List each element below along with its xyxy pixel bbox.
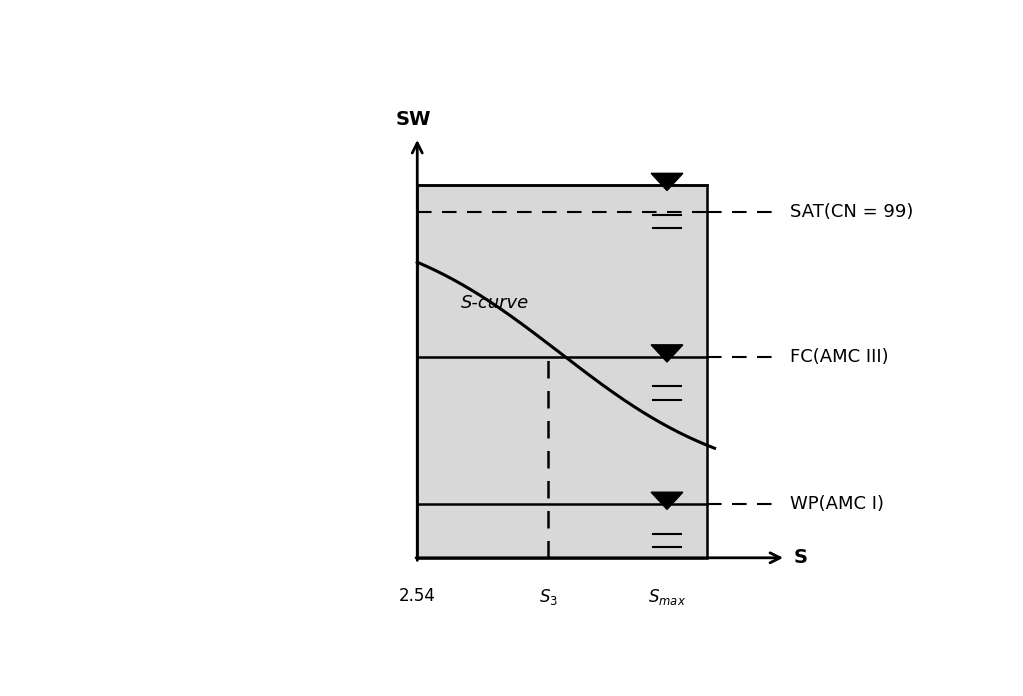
Text: S-curve: S-curve: [460, 294, 529, 313]
Text: FC(AMC III): FC(AMC III): [790, 348, 889, 366]
Text: SAT(CN = 99): SAT(CN = 99): [790, 203, 914, 221]
Polygon shape: [651, 345, 683, 362]
Text: WP(AMC I): WP(AMC I): [790, 496, 884, 513]
Text: $S_3$: $S_3$: [538, 587, 558, 608]
Bar: [417, 185, 707, 557]
Text: S: S: [794, 548, 808, 567]
Text: $S_{max}$: $S_{max}$: [648, 587, 686, 608]
Text: SW: SW: [396, 110, 431, 129]
Text: 2.54: 2.54: [399, 587, 436, 606]
Polygon shape: [651, 173, 683, 191]
Polygon shape: [651, 492, 683, 509]
